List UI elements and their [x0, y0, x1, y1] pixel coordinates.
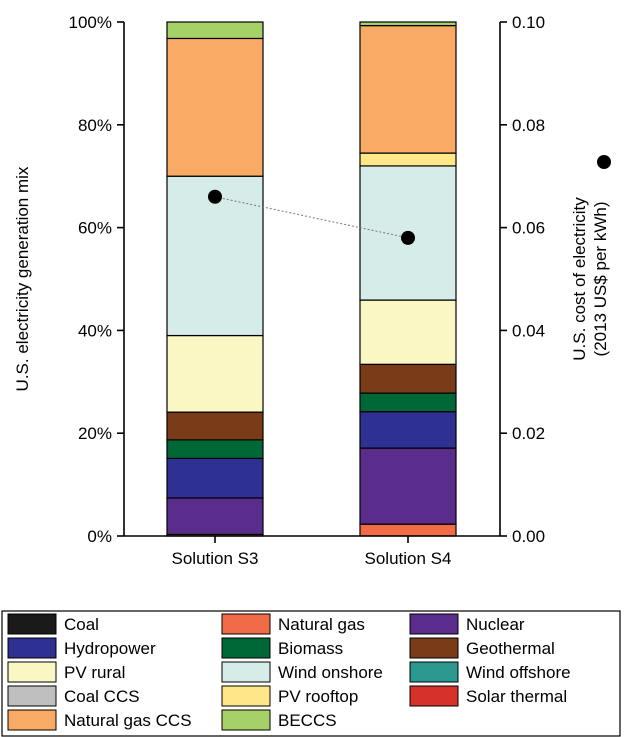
legend-label-geothermal: Geothermal [466, 639, 555, 658]
legend-label-pv-rooftop: PV rooftop [278, 687, 358, 706]
bar-segment-geothermal-1 [166, 411, 264, 441]
legend-swatch-natural-gas [221, 613, 271, 635]
right-tick-label: 0.00 [512, 527, 545, 546]
bar-segment-pv-rooftop-2 [359, 152, 457, 167]
legend-swatch-wind-onshore [221, 661, 271, 683]
bar-segment-hydropower-2 [359, 411, 457, 449]
bar-segment-beccs-2 [359, 21, 457, 27]
legend-swatch-wind-offshore [409, 661, 459, 683]
legend-label-coal: Coal [64, 615, 99, 634]
legend-label-solar-thermal: Solar thermal [466, 687, 567, 706]
left-tick-label: 100% [69, 13, 112, 32]
cost-points [208, 189, 415, 245]
legend-swatch-hydropower [7, 637, 57, 659]
cost-point-2 [401, 230, 415, 245]
left-y-axis-label: U.S. electricity generation mix [13, 166, 32, 391]
bar-segment-nuclear-1 [166, 497, 264, 536]
bar-segment-biomass-1 [166, 439, 264, 459]
bar-segment-natural-gas-2 [359, 523, 457, 537]
legend-swatch-beccs [221, 709, 271, 731]
bar-segment-biomass-2 [359, 392, 457, 413]
legend-label-pv-rural: PV rural [64, 663, 125, 682]
left-tick-label: 40% [78, 321, 112, 340]
bar-segment-geothermal-2 [359, 363, 457, 394]
legend-swatch-biomass [221, 637, 271, 659]
legend-swatch-coal [7, 613, 57, 635]
legend-label-coal-ccs: Coal CCS [64, 687, 140, 706]
legend-swatch-pv-rural [7, 661, 57, 683]
bar-segment-beccs-1 [166, 21, 264, 40]
bar-segment-wind-onshore-1 [166, 175, 264, 337]
bar-segment-natural-gas-ccs-1 [166, 37, 264, 177]
right-y-ticks: 0.00 0.02 0.04 0.06 0.08 0.10 [500, 13, 545, 546]
legend-label-beccs: BECCS [278, 711, 337, 730]
right-tick-label: 0.06 [512, 219, 545, 238]
left-tick-label: 20% [78, 424, 112, 443]
legend-swatch-geothermal [409, 637, 459, 659]
right-tick-label: 0.04 [512, 321, 545, 340]
left-tick-label: 0% [87, 527, 112, 546]
cost-connector-line [214, 196, 409, 239]
bar-segment-wind-onshore-2 [359, 165, 457, 301]
right-y-axis-label-line1: U.S. cost of electricity [570, 197, 589, 361]
legend-swatch-coal-ccs [7, 685, 57, 707]
right-tick-label: 0.02 [512, 424, 545, 443]
legend-frame [1, 610, 621, 737]
legend-label-hydropower: Hydropower [64, 639, 156, 658]
legend-label-nuclear: Nuclear [466, 615, 525, 634]
legend-label-natural-gas: Natural gas [278, 615, 365, 634]
cost-point-1 [208, 189, 222, 204]
legend-label-wind-onshore: Wind onshore [278, 663, 383, 682]
x-tick-label: Solution S4 [365, 549, 452, 568]
legend-swatch-nuclear [409, 613, 459, 635]
right-axis-marker [597, 155, 611, 169]
stacked-bars [166, 21, 457, 537]
bar-segment-natural-gas-ccs-2 [359, 24, 457, 154]
legend-label-natural-gas-ccs: Natural gas CCS [64, 711, 192, 730]
left-tick-label: 60% [78, 219, 112, 238]
x-tick-label: Solution S3 [172, 549, 259, 568]
bar-segment-hydropower-1 [166, 457, 264, 499]
legend-swatch-natural-gas-ccs [7, 709, 57, 731]
bar-segment-nuclear-2 [359, 447, 457, 525]
bar-segment-pv-rural-2 [359, 299, 457, 365]
legend-swatch-pv-rooftop [221, 685, 271, 707]
legend-swatch-solar-thermal [409, 685, 459, 707]
legend-label-wind-offshore: Wind offshore [466, 663, 571, 682]
legend: Coal Natural gas Nuclear Hydropower Biomass G… [1, 610, 621, 737]
right-tick-label: 0.08 [512, 116, 545, 135]
right-tick-label: 0.10 [512, 13, 545, 32]
bar-segment-pv-rural-1 [166, 334, 264, 413]
left-tick-label: 80% [78, 116, 112, 135]
legend-label-biomass: Biomass [278, 639, 343, 658]
left-y-ticks: 0% 20% 40% 60% 80% 100% [69, 13, 124, 546]
x-ticks: Solution S3 Solution S4 [172, 536, 452, 568]
right-y-axis-label-line2: (2013 US$ per kWh) [591, 202, 610, 357]
